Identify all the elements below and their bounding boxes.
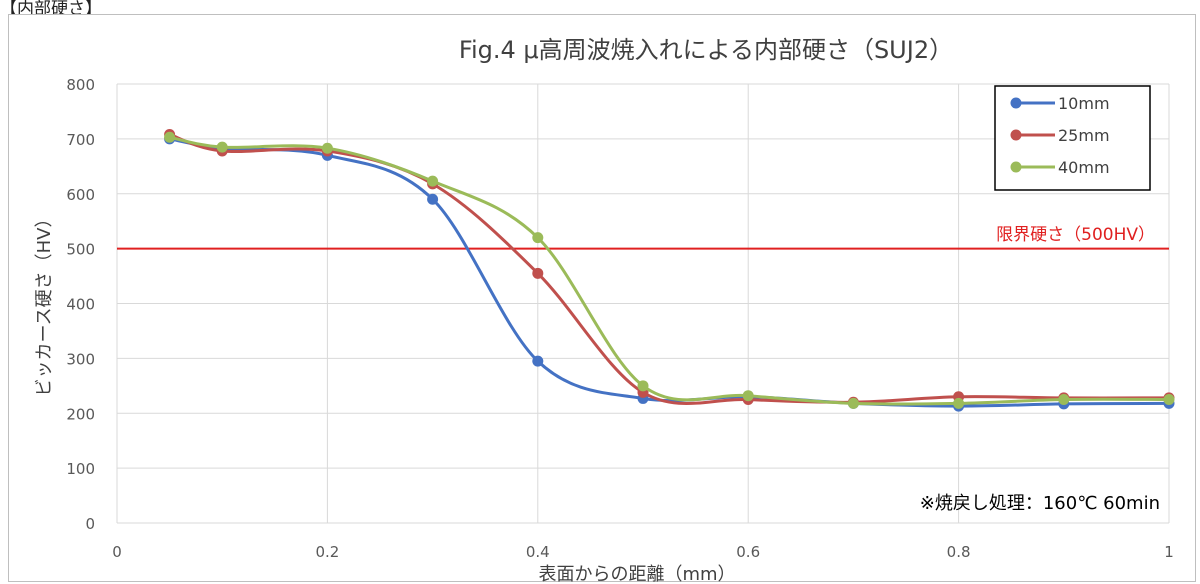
y-tick-label: 400 <box>66 296 95 314</box>
data-point-40mm <box>1058 394 1070 406</box>
x-tick-label: 0.4 <box>526 543 550 561</box>
x-tick-label: 0.8 <box>947 543 971 561</box>
data-point-40mm <box>637 380 649 392</box>
x-tick-label: 0.2 <box>315 543 339 561</box>
y-tick-label: 0 <box>85 515 95 533</box>
data-point-40mm <box>1163 394 1175 406</box>
y-tick-label: 200 <box>66 405 95 423</box>
annotation-text: ※焼戻し処理：160℃ 60min <box>920 493 1160 514</box>
legend-swatch-marker <box>1010 161 1022 173</box>
y-tick-label: 300 <box>66 350 95 368</box>
data-point-40mm <box>532 232 544 244</box>
data-point-10mm <box>532 355 544 367</box>
y-tick-label: 500 <box>66 241 95 259</box>
x-tick-label: 1 <box>1164 543 1174 561</box>
data-point-40mm <box>953 397 965 409</box>
y-tick-label: 700 <box>66 131 95 149</box>
legend: 10mm 25mm 40mm <box>994 85 1151 191</box>
legend-swatch-marker <box>1010 129 1022 141</box>
x-tick-label: 0 <box>112 543 122 561</box>
legend-items: 10mm 25mm 40mm <box>1010 94 1110 177</box>
data-point-40mm <box>427 175 439 187</box>
chart-title: Fig.4 μ高周波焼入れによる内部硬さ（SUJ2） <box>459 36 953 64</box>
legend-swatch-marker <box>1010 97 1022 109</box>
y-tick-label: 100 <box>66 460 95 478</box>
legend-label: 40mm <box>1058 158 1110 177</box>
reference-line-label: 限界硬さ（500HV） <box>996 225 1155 245</box>
data-point-40mm <box>847 397 859 409</box>
data-point-40mm <box>164 131 176 143</box>
data-point-25mm <box>532 267 544 279</box>
axis-layer: 0 100 200 300 400 500 600 700 800 0 0.2 0.4 0.6 0.8 1 <box>66 76 1173 561</box>
y-axis-label: ビッカース硬さ（HV） <box>34 210 55 397</box>
series-layer <box>164 128 1175 412</box>
x-tick-label: 0.6 <box>736 543 760 561</box>
y-tick-label: 600 <box>66 186 95 204</box>
data-point-40mm <box>742 390 754 402</box>
data-point-10mm <box>427 193 439 205</box>
y-tick-label: 800 <box>66 76 95 94</box>
x-axis-label: 表面からの距離（mm） <box>538 564 735 584</box>
data-point-40mm <box>321 142 333 154</box>
legend-label: 10mm <box>1058 94 1110 113</box>
legend-label: 25mm <box>1058 126 1110 145</box>
data-point-40mm <box>216 141 228 153</box>
